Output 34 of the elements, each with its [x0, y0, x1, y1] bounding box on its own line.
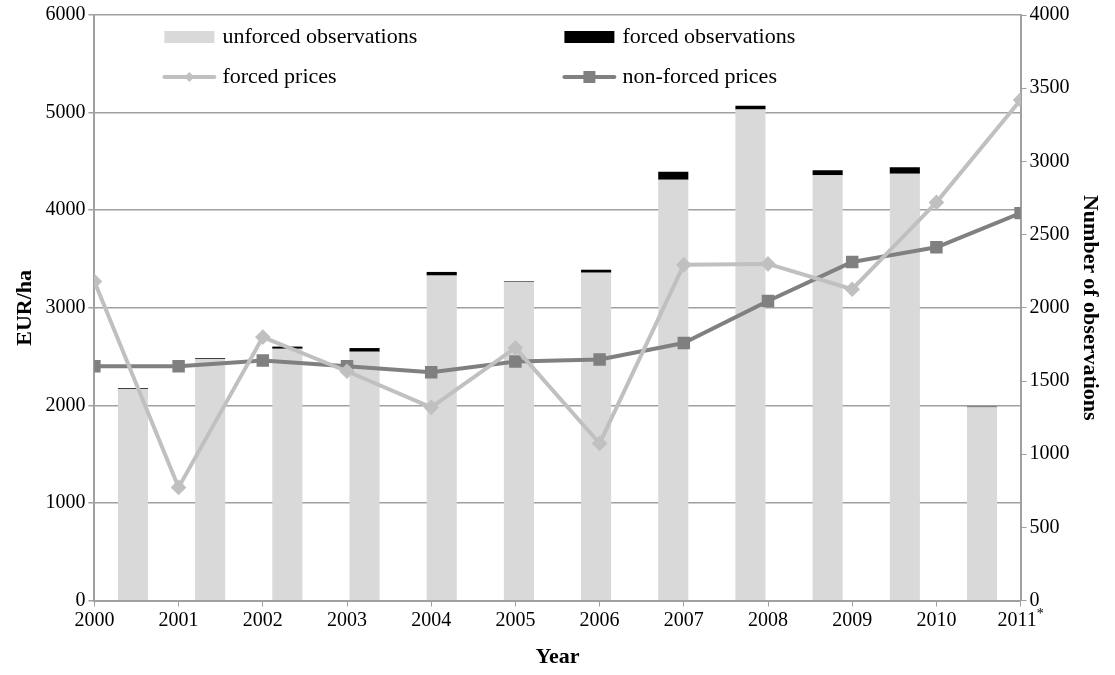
x-tick-label: 2004: [411, 607, 452, 630]
x-tick-label: 2011$^{*}$: [997, 605, 1044, 630]
y2-tick-label: 3500: [1029, 75, 1070, 98]
x-tick-label: 2009: [832, 607, 873, 630]
x-tick-label: 2001: [158, 607, 199, 630]
x-tick-label: 2000: [74, 607, 115, 630]
y2-tick-label: 2500: [1029, 221, 1070, 244]
y2-tick-label: 1000: [1029, 441, 1070, 464]
y-tick-label: 0: [75, 587, 86, 610]
x-tick-label: 2010: [916, 607, 957, 630]
legend-label: forced prices: [222, 62, 337, 88]
x-tick-label: 2003: [327, 607, 367, 630]
y-axis-title: EUR/ha: [10, 269, 36, 346]
y2-tick-label: 3000: [1029, 148, 1070, 171]
x-tick-label: 2007: [663, 607, 704, 630]
y2-tick-label: 2000: [1029, 295, 1070, 318]
y-tick-label: 1000: [45, 490, 86, 513]
legend-label: unforced observations: [222, 22, 418, 48]
y-tick-label: 2000: [45, 392, 86, 415]
y2-tick-label: 4000: [1029, 2, 1070, 25]
x-tick-label: 2008: [748, 607, 788, 630]
legend-label: forced observations: [622, 22, 796, 48]
legend-label: non-forced prices: [622, 62, 777, 88]
y-tick-label: 5000: [45, 99, 86, 122]
y2-tick-label: 1500: [1029, 368, 1070, 391]
y-tick-label: 3000: [45, 295, 86, 318]
x-tick-label: 2005: [495, 607, 536, 630]
y2-tick-label: 500: [1029, 514, 1060, 537]
y-tick-label: 6000: [45, 2, 86, 25]
x-tick-label: 2006: [579, 607, 620, 630]
x-tick-label: 2002: [242, 607, 283, 630]
x-axis-title: Year: [535, 643, 580, 669]
y2-axis-title: Number of observations: [1079, 194, 1105, 422]
y-tick-label: 4000: [45, 197, 86, 220]
